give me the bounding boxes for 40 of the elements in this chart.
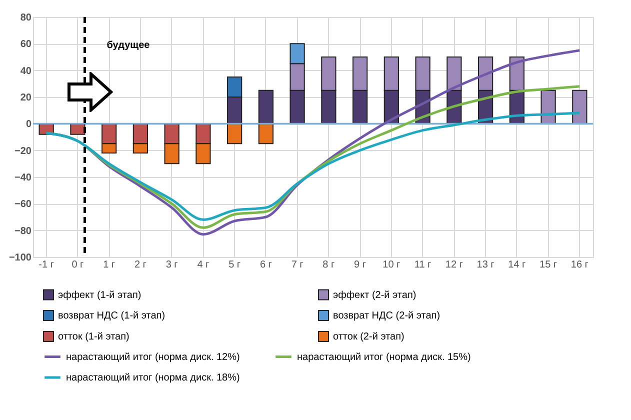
legend-label: нарастающий итог (норма диск. 15%) xyxy=(297,352,471,363)
legend-label: отток (2-й этап) xyxy=(333,332,404,342)
legend-label: нарастающий итог (норма диск. 18%) xyxy=(66,372,240,384)
x-tick-label: 12 г xyxy=(445,260,464,270)
legend-label: нарастающий итог (норма диск. 12%) xyxy=(66,352,240,363)
x-tick-label: -1 г xyxy=(38,260,54,270)
legend-label: возврат НДС (1-й этап) xyxy=(58,310,166,322)
legend-label: эффект (2-й этап) xyxy=(333,290,416,301)
x-tick-label: 8 г xyxy=(322,260,336,270)
y-tick-label: 80 xyxy=(20,12,32,24)
legend-label: возврат НДС (2-й этап) xyxy=(333,310,440,322)
x-tick-label: 5 г xyxy=(228,260,241,270)
y-tick-label: −20 xyxy=(14,146,32,157)
legend-label: отток (1-й этап) xyxy=(58,332,130,342)
x-tick-label: 2 г xyxy=(134,260,147,270)
y-tick-label: −80 xyxy=(14,226,32,237)
x-tick-label: 11 г xyxy=(414,260,432,270)
legend-label: эффект (1-й этап) xyxy=(58,290,142,301)
x-tick-label: 1 г xyxy=(103,260,116,270)
y-tick-label: 20 xyxy=(20,92,32,104)
x-tick-label: 4 г xyxy=(197,260,210,270)
y-tick-label: −40 xyxy=(14,172,32,184)
x-tick-label: 0 г xyxy=(72,260,84,270)
x-tick-label: 9 г xyxy=(354,260,366,270)
line-series xyxy=(45,112,581,221)
x-tick-label: 14 г xyxy=(508,260,526,270)
x-tick-label: 15 г xyxy=(540,260,558,270)
y-tick-label: 60 xyxy=(20,39,32,50)
x-tick-label: 6 г xyxy=(260,260,272,270)
bar xyxy=(572,90,588,124)
x-tick-label: 10 г xyxy=(382,260,401,270)
x-tick-label: 13 г xyxy=(476,260,495,270)
x-tick-label: 16 г xyxy=(570,260,589,270)
x-tick-label: 3 г xyxy=(166,260,178,270)
y-tick-label: 0 xyxy=(26,119,32,130)
y-tick-label: 40 xyxy=(20,66,32,77)
y-tick-label: −100 xyxy=(8,252,32,264)
ref-line-label: будущее xyxy=(106,40,150,51)
y-tick-label: −60 xyxy=(14,199,32,210)
x-tick-label: 7 г xyxy=(291,260,304,270)
